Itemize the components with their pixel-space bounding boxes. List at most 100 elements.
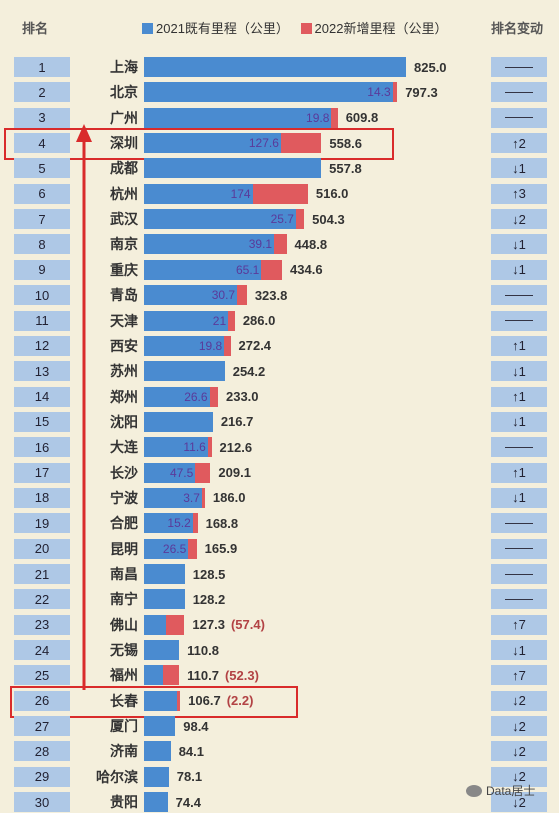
rank-cell: 28: [14, 741, 70, 762]
watermark: Data居士: [466, 782, 535, 799]
rank-cell: 6: [14, 183, 70, 204]
rank-cell: 12: [14, 335, 70, 356]
rank-cell: 13: [14, 361, 70, 382]
total-value-label: 323.8: [255, 285, 288, 305]
bar-base: [144, 386, 210, 407]
rank-change-cell: ↑1: [491, 386, 547, 407]
bar-added: [261, 259, 283, 280]
total-value-label: 286.0: [243, 311, 276, 331]
rank-cell: 27: [14, 716, 70, 737]
city-name: 南昌: [110, 566, 138, 582]
total-value-label: 74.4: [176, 792, 201, 812]
added-value-label: 11.6: [183, 440, 206, 455]
city-name: 沈阳: [110, 413, 138, 430]
rank-cell: 9: [14, 259, 70, 280]
rank-change-cell: [491, 538, 547, 559]
rank-change-cell: ↓1: [491, 411, 547, 432]
bar-base: [144, 462, 196, 483]
total-value-label: 558.6: [329, 133, 362, 153]
rank-change-cell: [491, 285, 547, 306]
total-value-label: 110.8: [187, 640, 219, 660]
added-value-label: 26.6: [184, 389, 208, 404]
total-value: 84.1: [178, 743, 205, 759]
added-value-label: 39.1: [248, 237, 273, 252]
rank-change-cell: ↓2: [491, 792, 547, 813]
added-value-label: 26.5: [162, 541, 187, 556]
bar-base: [144, 538, 189, 559]
rank-cell: 14: [14, 386, 70, 407]
table-row: 22 南宁 128.2: [0, 588, 559, 610]
total-value: 286.0: [242, 313, 276, 328]
no-change-dash: [505, 522, 533, 524]
bar-added: [195, 462, 211, 483]
rank-cell: 4: [14, 133, 70, 154]
added-value-paren: (52.3): [224, 667, 259, 683]
city-name: 武汉: [110, 211, 138, 228]
city-name: 长春: [110, 692, 138, 709]
total-value-label: 128.5: [193, 564, 226, 584]
city-name: 哈尔滨: [96, 768, 138, 785]
city-name: 济南: [110, 743, 138, 760]
total-value: 110.7: [187, 667, 219, 683]
rank-change-cell: ↓1: [491, 487, 547, 508]
bar-base: [144, 487, 202, 508]
rank-change-cell: ↑1: [491, 462, 547, 483]
total-value-label: 516.0: [316, 184, 349, 204]
rank-cell: 10: [14, 285, 70, 306]
table-row: 10 青岛 30.7 323.8: [0, 284, 559, 306]
added-value-label: 14.3: [367, 85, 391, 100]
city-name: 南京: [110, 236, 138, 253]
total-value: 128.2: [192, 591, 226, 607]
total-value-label: 78.1: [177, 767, 202, 787]
bar-base: [144, 259, 262, 280]
total-value-label: 106.7 (2.2): [188, 691, 253, 711]
no-change-dash: [505, 117, 533, 119]
table-row: 15 沈阳 216.7 ↓1: [0, 411, 559, 433]
highlight-box: [10, 685, 298, 718]
rank-change-cell: ↓1: [491, 361, 547, 382]
table-row: 21 南昌 128.5: [0, 563, 559, 585]
total-value-label: 209.1: [218, 463, 251, 483]
bar-base: [144, 437, 208, 458]
total-value-label: 448.8: [295, 234, 328, 254]
total-value-label: 825.0: [414, 57, 447, 77]
city-name: 长沙: [110, 464, 138, 481]
legend-item-added: 2022新增里程（公里）: [300, 21, 447, 36]
total-value: 186.0: [212, 490, 246, 506]
bar-base: [144, 107, 332, 128]
legend: 2021既有里程（公里） 2022新增里程（公里）: [142, 18, 447, 37]
bar-base: [144, 361, 225, 382]
rank-cell: 2: [14, 82, 70, 103]
rank-change-cell: ↓2: [491, 716, 547, 737]
legend-item-base: 2021既有里程（公里）: [142, 21, 289, 36]
total-value: 516.0: [315, 186, 349, 202]
city-name: 郑州: [110, 388, 138, 405]
rank-cell: 5: [14, 158, 70, 179]
rank-change-cell: ↓2: [491, 209, 547, 230]
bar-added: [252, 183, 308, 204]
rank-change-cell: [491, 82, 547, 103]
total-value: 825.0: [414, 59, 447, 75]
table-row: 3 广州 19.8 609.8: [0, 107, 559, 129]
rank-cell: 15: [14, 411, 70, 432]
no-change-dash: [505, 446, 533, 448]
rank-header: 排名: [22, 21, 49, 36]
rank-change-cell: ↑2: [491, 133, 547, 154]
table-row: 8 南京 39.1 448.8 ↓1: [0, 233, 559, 255]
rank-cell: 23: [14, 614, 70, 635]
total-value-label: 272.4: [239, 336, 272, 356]
bar-base: [144, 183, 253, 204]
total-value-label: 127.3 (57.4): [192, 615, 265, 635]
legend-swatch-base: [142, 23, 153, 34]
added-value-label: 30.7: [211, 288, 236, 303]
total-value: 98.4: [183, 718, 209, 734]
total-value: 254.2: [232, 363, 266, 379]
rank-change-cell: ↑7: [491, 614, 547, 635]
total-value-label: 165.9: [205, 539, 238, 559]
rank-cell: 17: [14, 462, 70, 483]
total-value: 74.4: [175, 794, 201, 810]
total-value: 272.4: [238, 338, 272, 354]
city-name: 天津: [110, 312, 138, 329]
table-row: 4 深圳 127.6 558.6 ↑2: [0, 132, 559, 154]
